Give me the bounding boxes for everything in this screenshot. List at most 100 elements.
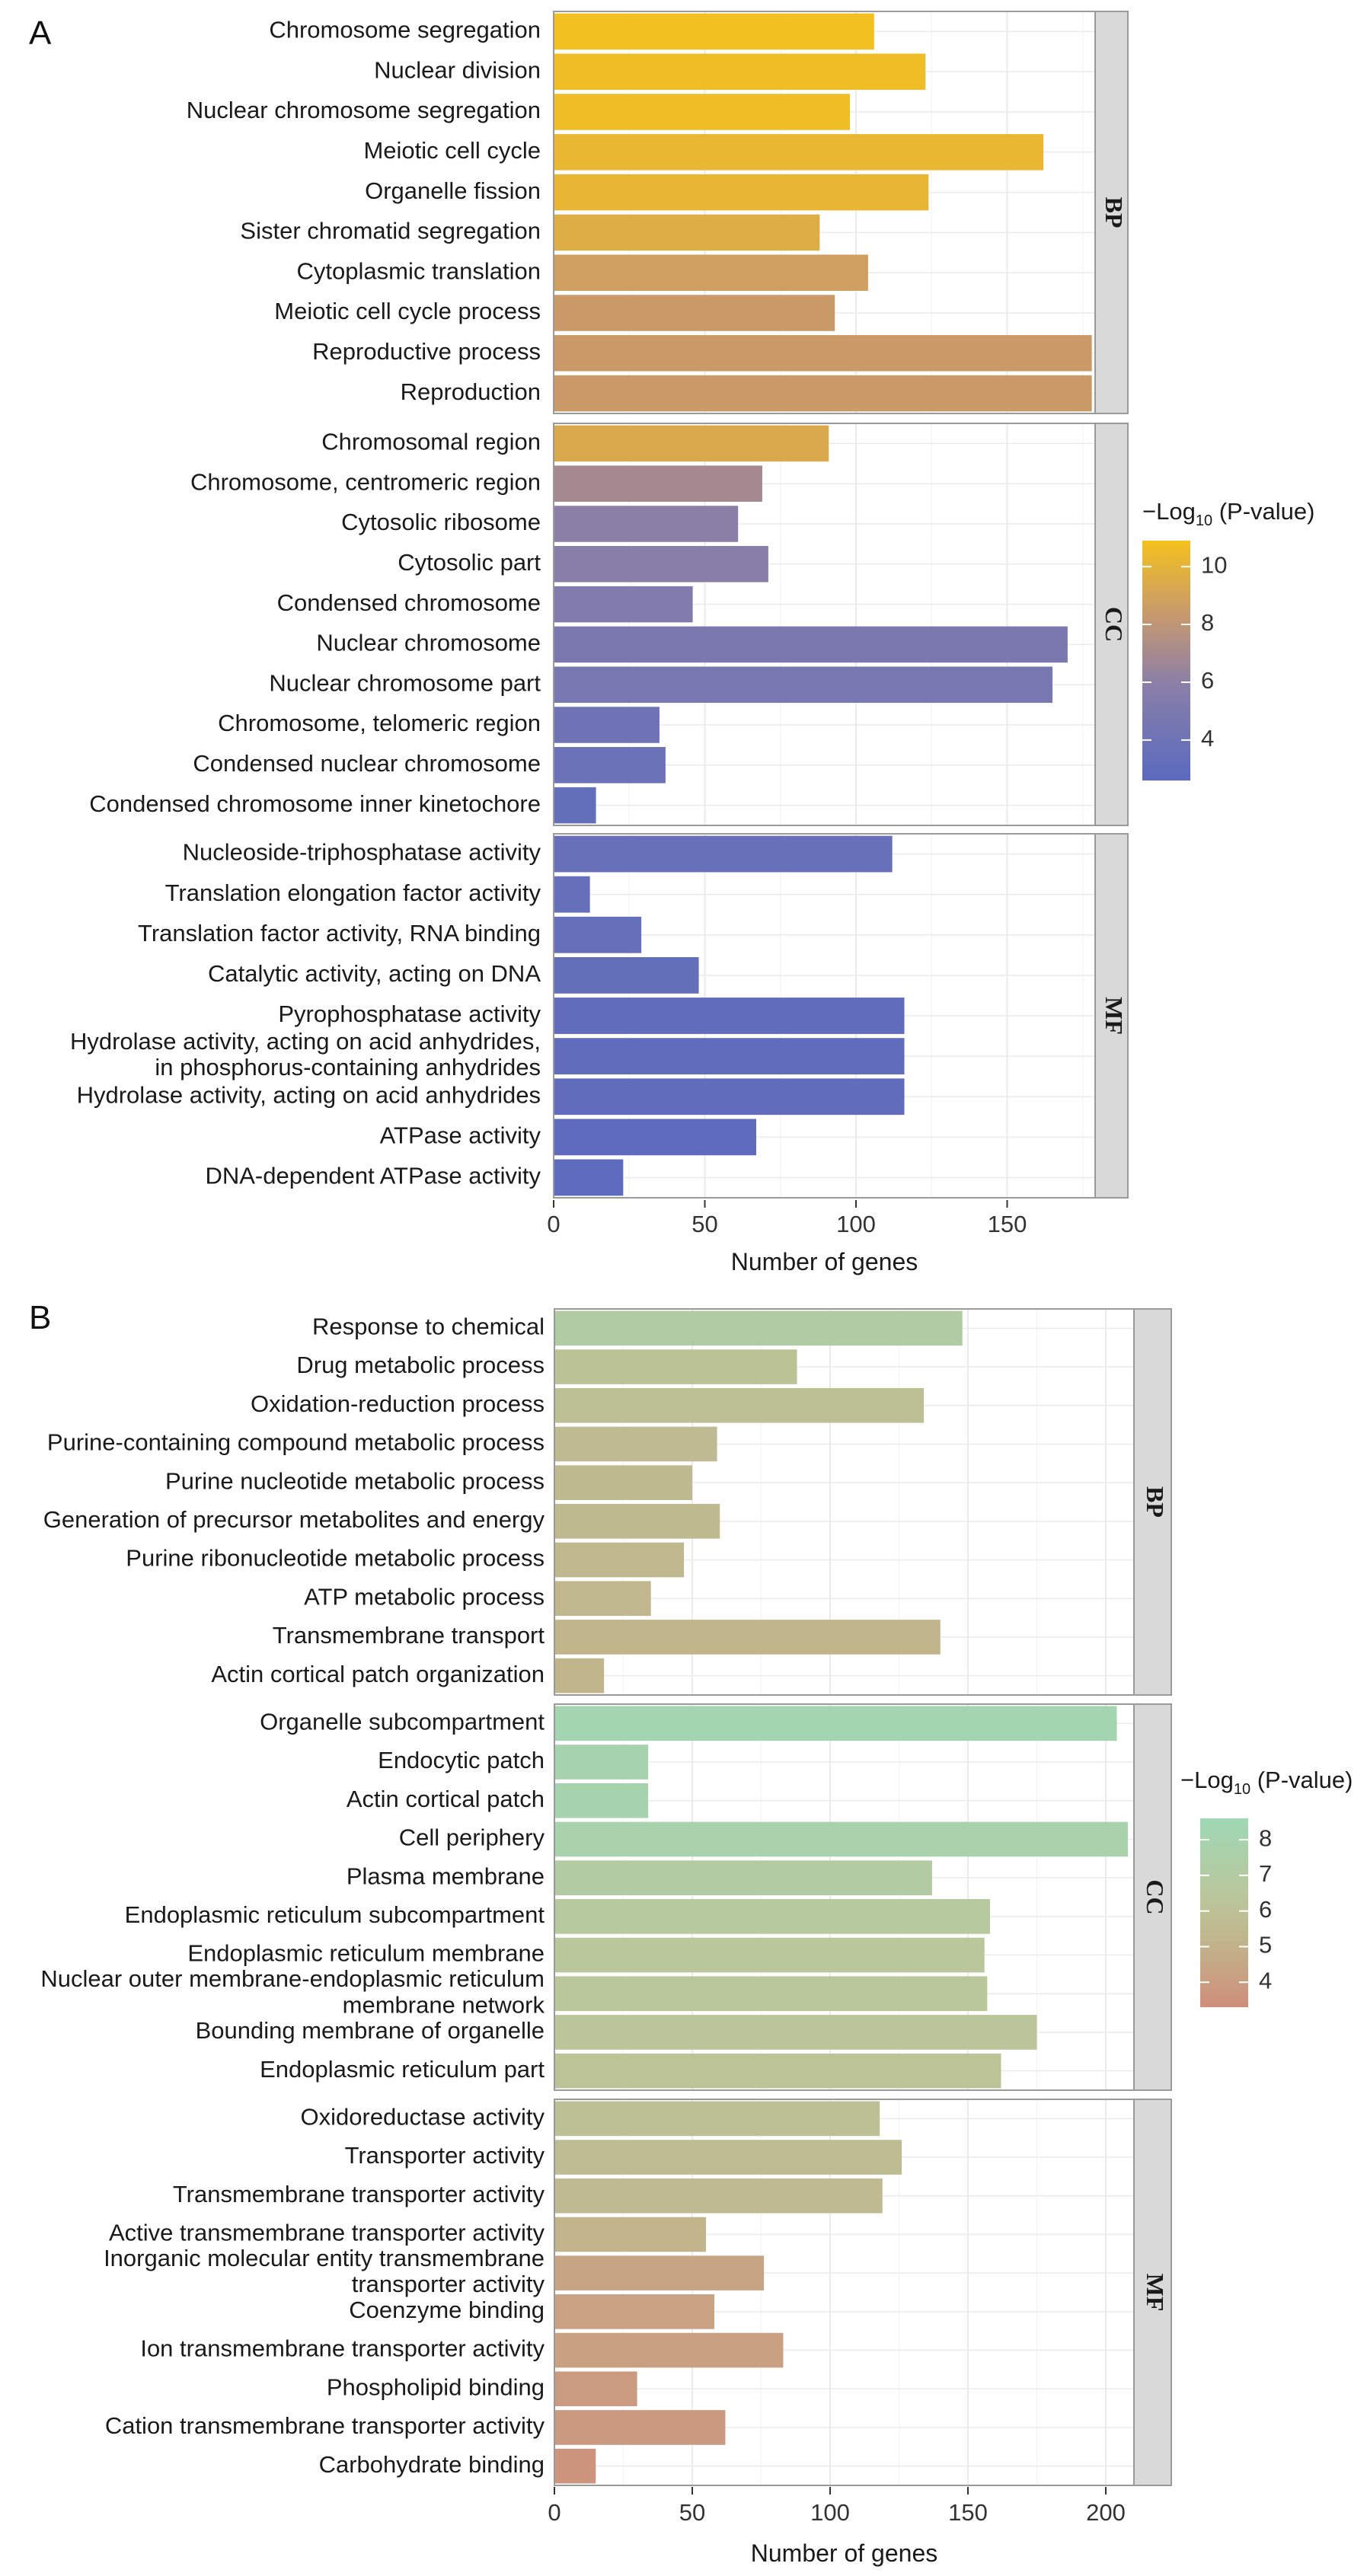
panel-b-facet-bp: Response to chemical Drug metabolic proce… <box>43 1308 1172 1696</box>
bar-nucleoside-triphosphatase-activity <box>554 835 893 873</box>
category-label: Actin cortical patch organization <box>211 1661 545 1687</box>
category-label: Cation transmembrane transporter activit… <box>105 2412 545 2439</box>
bar-nuclear-outer-membrane-endoplasmic-reticulum-membrane-network <box>554 1976 988 2012</box>
category-label: Nuclear chromosome segregation <box>187 97 541 123</box>
panel-b-facet-mf: Oxidoreductase activity Transporter activ… <box>104 2099 1172 2486</box>
panel-b-label: B <box>29 1299 51 1336</box>
x-tick-label: 200 <box>1086 2499 1126 2526</box>
category-label: Purine-containing compound metabolic pro… <box>47 1429 545 1456</box>
bar-translation-factor-activity-rna-binding <box>554 916 642 953</box>
bar-purine-containing-compound-metabolic-process <box>554 1426 717 1462</box>
category-label: Purine nucleotide metabolic process <box>165 1467 545 1494</box>
bar-chromosomal-region <box>554 425 829 462</box>
bar-transporter-activity <box>554 2140 902 2175</box>
bar-endoplasmic-reticulum-subcompartment <box>554 1899 990 1934</box>
category-label: Catalytic activity, acting on DNA <box>208 960 541 987</box>
bar-chromosome-segregation <box>554 13 874 50</box>
category-label: Coenzyme binding <box>349 2297 545 2323</box>
bar-hydrolase-activity-acting-on-acid-anhydrides <box>554 1078 905 1116</box>
bar-atpase-activity <box>554 1119 756 1156</box>
facet-strip <box>1133 2099 1172 2486</box>
facet-strip <box>1094 423 1129 826</box>
category-label: Chromosome, telomeric region <box>218 710 541 736</box>
x-tick-label: 50 <box>691 1211 717 1237</box>
bar-oxidoreductase-activity <box>554 2101 880 2137</box>
bar-generation-of-precursor-metabolites-and-energy <box>554 1504 720 1539</box>
category-label: Purine ribonucleotide metabolic process <box>126 1545 545 1572</box>
legend-tick-label: 10 <box>1201 551 1227 578</box>
category-label: Carbohydrate binding <box>319 2451 545 2478</box>
category-label: Plasma membrane <box>347 1863 545 1889</box>
legend-colorbar <box>1200 1818 1248 2007</box>
category-label: Actin cortical patch <box>347 1786 545 1812</box>
panel-a-facet-mf: Nucleoside-triphosphatase activity Transl… <box>70 833 1129 1199</box>
x-tick-label: 150 <box>988 1211 1027 1237</box>
legend-tick-label: 6 <box>1259 1896 1272 1923</box>
legend-tick-label: 4 <box>1259 1967 1272 1993</box>
category-label: Organelle subcompartment <box>260 1709 545 1735</box>
category-label: Bounding membrane of organelle <box>196 2017 545 2044</box>
bar-bounding-membrane-of-organelle <box>554 2015 1037 2050</box>
bar-meiotic-cell-cycle <box>554 134 1044 171</box>
category-label: Condensed chromosome <box>277 589 541 616</box>
panel-b-facet-cc: Organelle subcompartment Endocytic patch A… <box>40 1703 1172 2091</box>
category-label: Transporter activity <box>345 2142 545 2169</box>
facet-strip <box>1133 1703 1172 2091</box>
panel-a-label: A <box>29 14 52 52</box>
legend-title: −Log10 (P-value) <box>1142 498 1314 529</box>
legend-tick-label: 8 <box>1201 609 1214 636</box>
category-label: ATP metabolic process <box>304 1583 545 1610</box>
bar-cation-transmembrane-transporter-activity <box>554 2410 726 2445</box>
category-label: Chromosome, centromeric region <box>190 468 541 495</box>
bar-plasma-membrane <box>554 1860 932 1895</box>
category-label: Inorganic molecular entity transmembrane… <box>104 2245 545 2297</box>
bar-purine-ribonucleotide-metabolic-process <box>554 1542 685 1578</box>
bar-reproductive-process <box>554 335 1092 372</box>
facet-strip-label: CC <box>1142 1879 1169 1914</box>
bar-dna-dependent-atpase-activity <box>554 1159 624 1196</box>
legend-colorbar <box>1142 541 1190 780</box>
facet-strip-label: MF <box>1142 2274 1169 2312</box>
category-label: Cytosolic ribosome <box>341 509 541 535</box>
bar-nuclear-chromosome <box>554 626 1068 663</box>
bar-sister-chromatid-segregation <box>554 214 820 251</box>
bar-endoplasmic-reticulum-part <box>554 2053 1001 2089</box>
category-label: ATPase activity <box>380 1122 541 1149</box>
category-label: Translation elongation factor activity <box>165 879 541 906</box>
bar-nuclear-division <box>554 53 926 90</box>
category-label: Response to chemical <box>312 1314 545 1340</box>
category-label: Pyrophosphatase activity <box>278 1001 541 1027</box>
bar-condensed-chromosome <box>554 586 693 623</box>
category-label: Nuclear chromosome <box>316 630 541 656</box>
legend-tick-label: 4 <box>1201 725 1214 752</box>
bar-cytosolic-ribosome <box>554 506 739 542</box>
bar-chromosome-telomeric-region <box>554 707 660 743</box>
category-label: Nuclear division <box>374 56 541 83</box>
panel-b-x-axis: 0 50 100 150 200 Number of genes <box>548 2487 1126 2567</box>
facet-strip <box>1094 11 1129 414</box>
bar-active-transmembrane-transporter-activity <box>554 2217 707 2252</box>
category-label: Reproduction <box>401 378 541 405</box>
category-label: Oxidation-reduction process <box>251 1390 545 1417</box>
category-label: Condensed chromosome inner kinetochore <box>89 790 541 817</box>
bar-actin-cortical-patch-organization <box>554 1658 605 1693</box>
bar-nuclear-chromosome-part <box>554 666 1053 703</box>
legend-title: −Log10 (P-value) <box>1180 1767 1353 1798</box>
bar-reproduction <box>554 375 1092 412</box>
bar-endocytic-patch <box>554 1744 649 1780</box>
category-label: Organelle fission <box>365 177 541 204</box>
facet-strip-label: CC <box>1100 607 1128 642</box>
facet-strip <box>1094 833 1129 1199</box>
bar-organelle-subcompartment <box>554 1706 1117 1741</box>
bar-atp-metabolic-process <box>554 1581 651 1617</box>
category-label: Cytosolic part <box>398 549 541 576</box>
bar-translation-elongation-factor-activity <box>554 876 590 913</box>
category-label: Condensed nuclear chromosome <box>193 750 541 777</box>
category-label: Chromosome segregation <box>269 17 541 43</box>
category-label: Hydrolase activity, acting on acid anhyd… <box>77 1081 541 1108</box>
category-label: Drug metabolic process <box>296 1352 545 1378</box>
panel-a-color-legend: −Log10 (P-value) 4 6 8 10 <box>1142 498 1314 780</box>
x-tick-label: 0 <box>547 1211 560 1237</box>
bar-chromosome-centromeric-region <box>554 465 762 502</box>
